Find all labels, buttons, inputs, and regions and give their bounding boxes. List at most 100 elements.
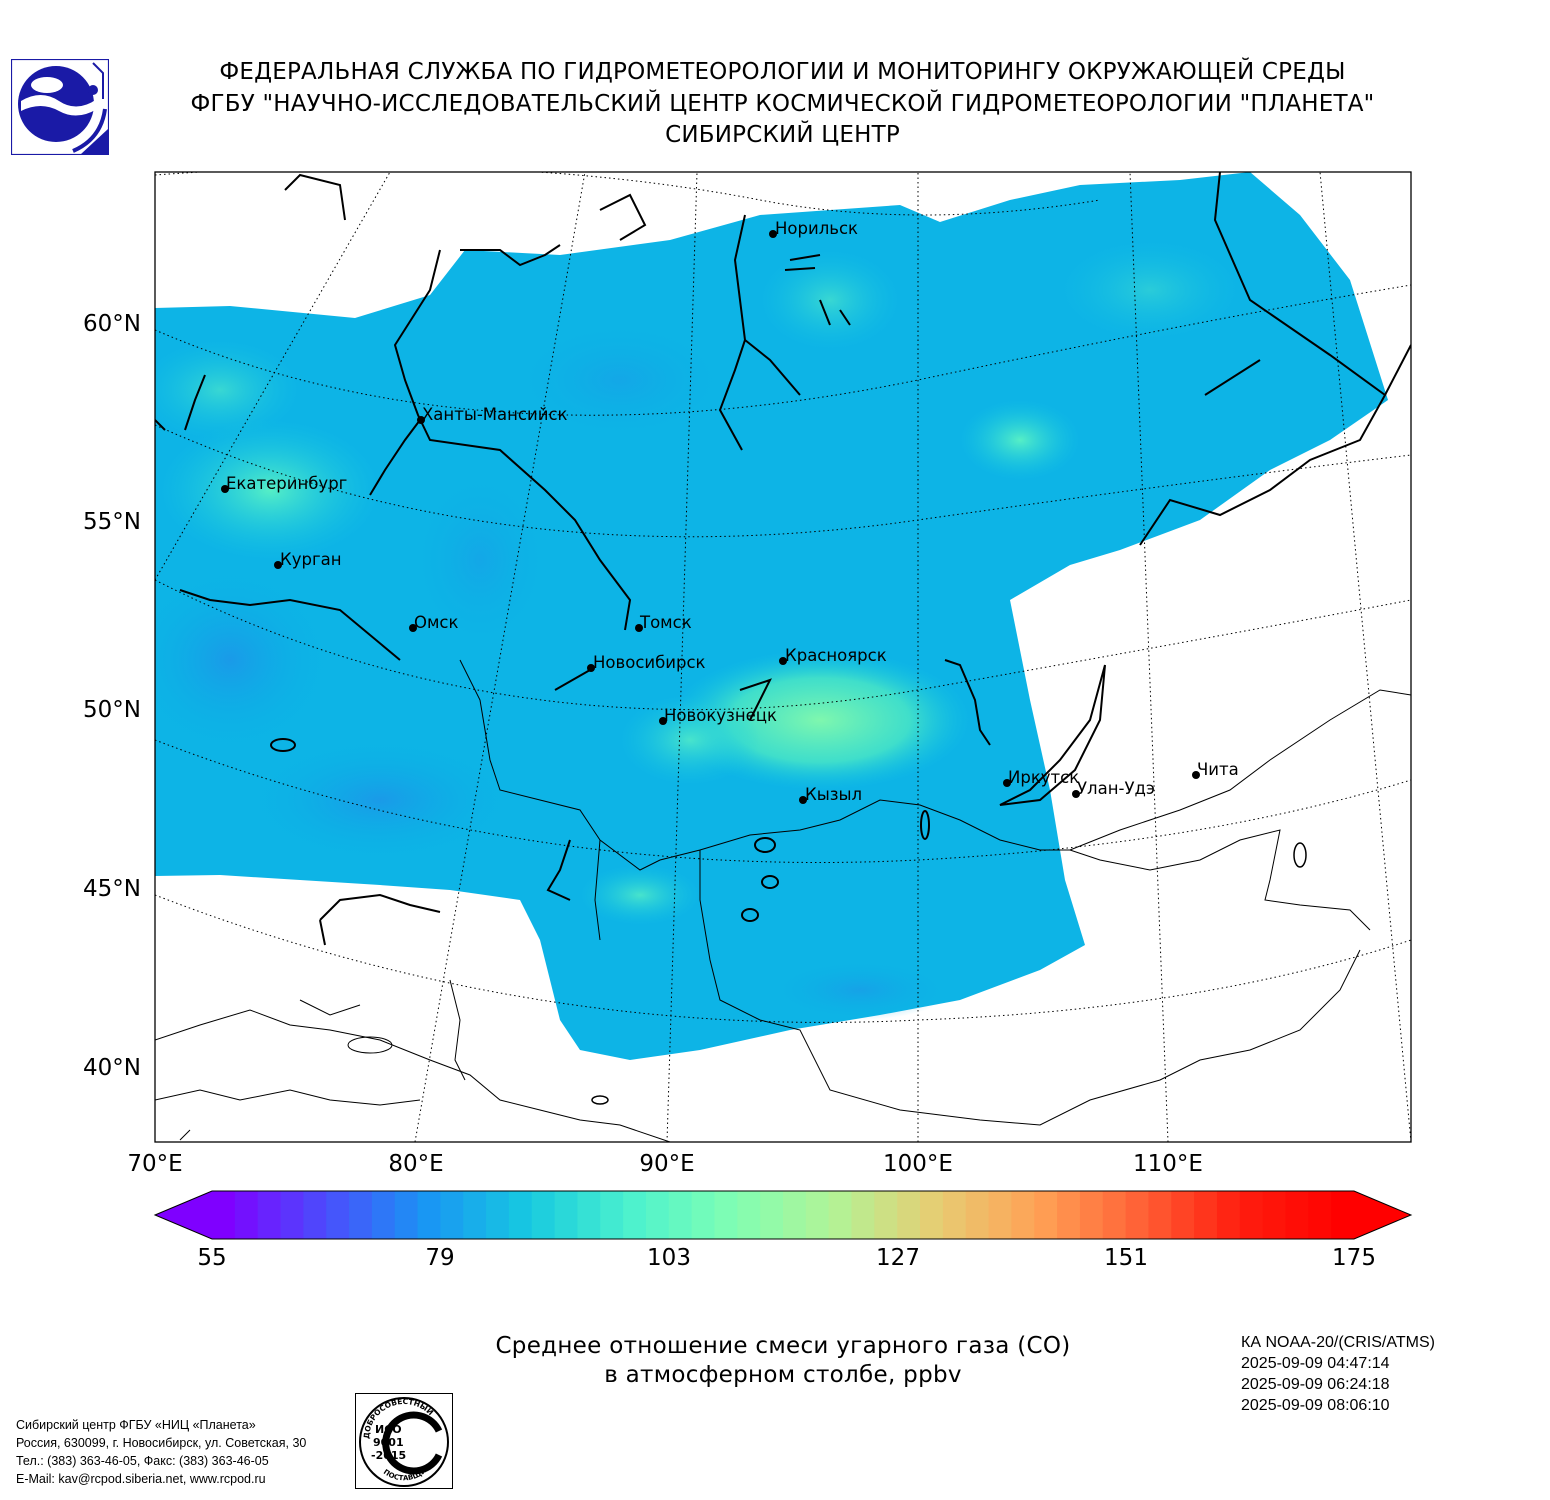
colorbar-segment xyxy=(1239,1191,1264,1239)
co-data-field xyxy=(155,172,1388,1060)
colorbar-segment xyxy=(668,1191,693,1239)
colorbar-segment xyxy=(280,1191,304,1239)
colorbar-segment xyxy=(714,1191,738,1239)
graticule xyxy=(155,172,1411,1142)
colorbar-segment xyxy=(920,1191,944,1239)
city-label: Красноярск xyxy=(785,646,887,665)
colorbar-segment xyxy=(1011,1191,1035,1239)
city-markers: Норильск Ханты-Мансийск Екатеринбург Кур… xyxy=(221,219,1239,804)
lat-label-55: 55°N xyxy=(83,509,141,535)
colorbar-segment xyxy=(257,1191,282,1239)
city-novosibirsk: Новосибирск xyxy=(587,653,706,672)
header-line-2: ФГБУ "НАУЧНО-ИССЛЕДОВАТЕЛЬСКИЙ ЦЕНТР КОС… xyxy=(190,90,1375,117)
pass-time-3: 2025-09-09 08:06:10 xyxy=(1241,1397,1390,1414)
pass-time-1: 2025-09-09 04:47:14 xyxy=(1241,1355,1390,1372)
city-khanty-mansiysk: Ханты-Мансийск xyxy=(417,405,568,424)
contacts-line-4: E-Mail: kav@rcpod.siberia.net, www.rcpod… xyxy=(16,1472,266,1486)
colorbar-segment xyxy=(1216,1191,1241,1239)
caption-line-2: в атмосферном столбе, ppbv xyxy=(604,1362,962,1388)
city-chita: Чита xyxy=(1192,760,1239,779)
geography-lines xyxy=(155,172,1411,1142)
lon-label-110: 110°E xyxy=(1133,1151,1203,1177)
iso-line-1: ИСО xyxy=(375,1423,402,1436)
colorbar-outline xyxy=(153,1190,1413,1240)
header-line-3: СИБИРСКИЙ ЦЕНТР xyxy=(665,122,900,148)
colorbar-tick-label: 127 xyxy=(876,1245,920,1271)
colorbar-segment xyxy=(1331,1191,1355,1239)
colorbar-segment xyxy=(1148,1191,1172,1239)
contacts-line-3: Тел.: (383) 363-46-05, Факс: (383) 363-4… xyxy=(16,1454,269,1468)
lat-label-50: 50°N xyxy=(83,697,141,723)
city-omsk: Омск xyxy=(409,613,459,632)
colorbar-segment xyxy=(805,1191,830,1239)
colorbar-segment xyxy=(531,1191,556,1239)
lon-label-100: 100°E xyxy=(883,1151,953,1177)
colorbar-segment xyxy=(897,1191,921,1239)
pass-time-2: 2025-09-09 06:24:18 xyxy=(1241,1376,1390,1393)
contacts-block: Сибирский центр ФГБУ «НИЦ «Планета» Росс… xyxy=(16,1416,306,1488)
colorbar-segment xyxy=(486,1191,510,1239)
colorbar-segment xyxy=(463,1191,487,1239)
colorbar xyxy=(153,1190,1413,1240)
colorbar-segment xyxy=(942,1191,967,1239)
city-label: Томск xyxy=(639,613,692,632)
city-ulan-ude: Улан-Удэ xyxy=(1072,779,1155,798)
roshydromet-logo-icon xyxy=(11,59,109,155)
colorbar-segment xyxy=(303,1191,327,1239)
colorbar-segment xyxy=(623,1191,647,1239)
city-label: Кызыл xyxy=(805,785,862,804)
city-irkutsk: Иркутск xyxy=(1003,768,1079,787)
map-frame xyxy=(154,171,1412,1143)
colorbar-segment xyxy=(554,1191,579,1239)
city-kyzyl: Кызыл xyxy=(799,785,862,804)
colorbar-segment xyxy=(234,1191,259,1239)
colorbar-segment xyxy=(691,1191,716,1239)
colorbar-tick-label: 175 xyxy=(1332,1245,1376,1271)
colorbar-segment xyxy=(1171,1191,1195,1239)
satellite-instrument: КА NOAA-20/(CRIS/ATMS) xyxy=(1241,1334,1435,1351)
map-caption: Среднее отношение смеси угарного газа (C… xyxy=(383,1332,1183,1390)
colorbar-segment xyxy=(828,1191,853,1239)
colorbar-segment xyxy=(440,1191,464,1239)
colorbar-segment xyxy=(326,1191,350,1239)
colorbar-tick-label: 103 xyxy=(647,1245,691,1271)
caption-line-1: Среднее отношение смеси угарного газа (C… xyxy=(495,1333,1071,1359)
colorbar-segment xyxy=(1102,1191,1127,1239)
colorbar-segment xyxy=(760,1191,784,1239)
lat-label-45: 45°N xyxy=(83,876,141,902)
lat-label-60: 60°N xyxy=(83,311,141,337)
colorbar-segment xyxy=(394,1191,419,1239)
city-label: Екатеринбург xyxy=(226,474,347,493)
city-label: Улан-Удэ xyxy=(1077,779,1155,798)
satellite-info: КА NOAA-20/(CRIS/ATMS) 2025-09-09 04:47:… xyxy=(1241,1332,1435,1416)
city-label: Чита xyxy=(1197,760,1239,779)
contacts-line-2: Россия, 630099, г. Новосибирск, ул. Сове… xyxy=(16,1436,307,1450)
colorbar-segment xyxy=(1034,1191,1058,1239)
header-line-1: ФЕДЕРАЛЬНАЯ СЛУЖБА ПО ГИДРОМЕТЕОРОЛОГИИ … xyxy=(219,59,1346,85)
colorbar-segment xyxy=(737,1191,761,1239)
colorbar-tick-label: 55 xyxy=(197,1245,227,1271)
colorbar-segment xyxy=(1308,1191,1332,1239)
colorbar-segment xyxy=(965,1191,990,1239)
iso-line-3: -2015 xyxy=(371,1449,406,1462)
colorbar-max-extend xyxy=(1354,1191,1411,1239)
contacts-line-1: Сибирский центр ФГБУ «НИЦ «Планета» xyxy=(16,1418,256,1432)
city-label: Омск xyxy=(414,613,459,632)
colorbar-segment xyxy=(1194,1191,1218,1239)
iso-line-2: 9001 xyxy=(373,1436,404,1449)
colorbar-segment xyxy=(417,1191,441,1239)
city-label: Новокузнецк xyxy=(664,706,777,725)
city-label: Иркутск xyxy=(1008,768,1079,787)
city-yekaterinburg: Екатеринбург xyxy=(221,474,347,493)
colorbar-segment xyxy=(1285,1191,1309,1239)
lat-label-40: 40°N xyxy=(83,1055,141,1081)
colorbar-segment xyxy=(508,1191,533,1239)
lon-label-70: 70°E xyxy=(127,1151,183,1177)
city-label: Новосибирск xyxy=(593,653,706,672)
colorbar-segment xyxy=(1057,1191,1081,1239)
city-label: Ханты-Мансийск xyxy=(422,405,568,424)
colorbar-tick-label: 151 xyxy=(1104,1245,1148,1271)
colorbar-segment xyxy=(371,1191,396,1239)
city-novokuznetsk: Новокузнецк xyxy=(659,706,777,725)
